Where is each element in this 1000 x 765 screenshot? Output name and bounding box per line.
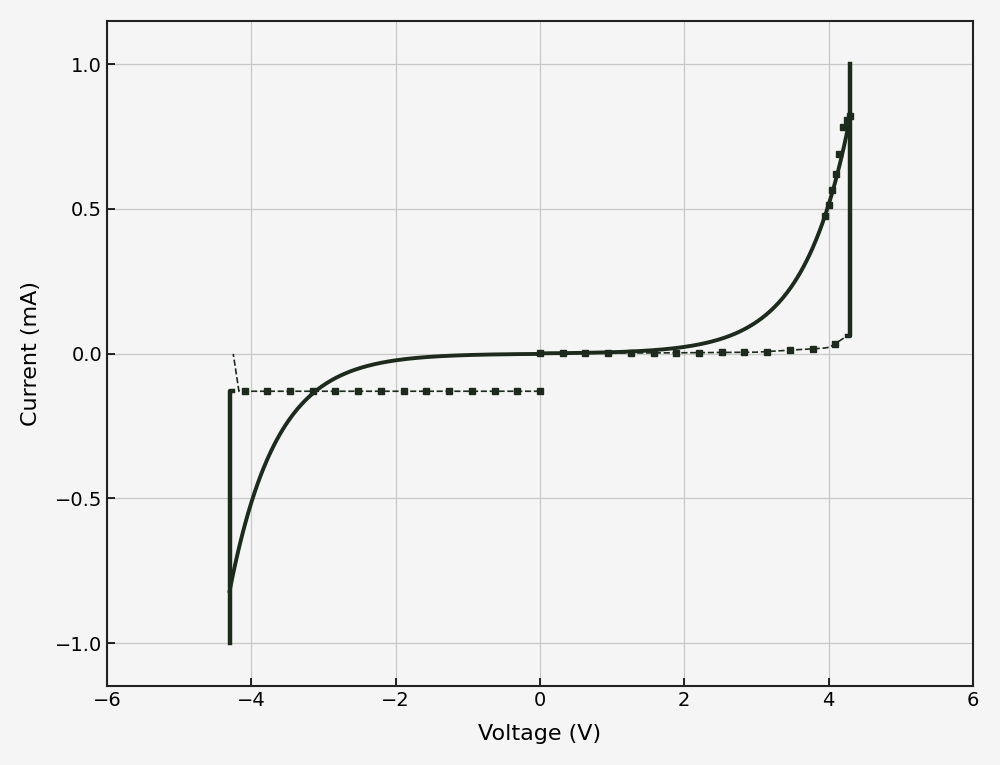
Y-axis label: Current (mA): Current (mA) — [21, 281, 41, 426]
X-axis label: Voltage (V): Voltage (V) — [478, 724, 602, 744]
